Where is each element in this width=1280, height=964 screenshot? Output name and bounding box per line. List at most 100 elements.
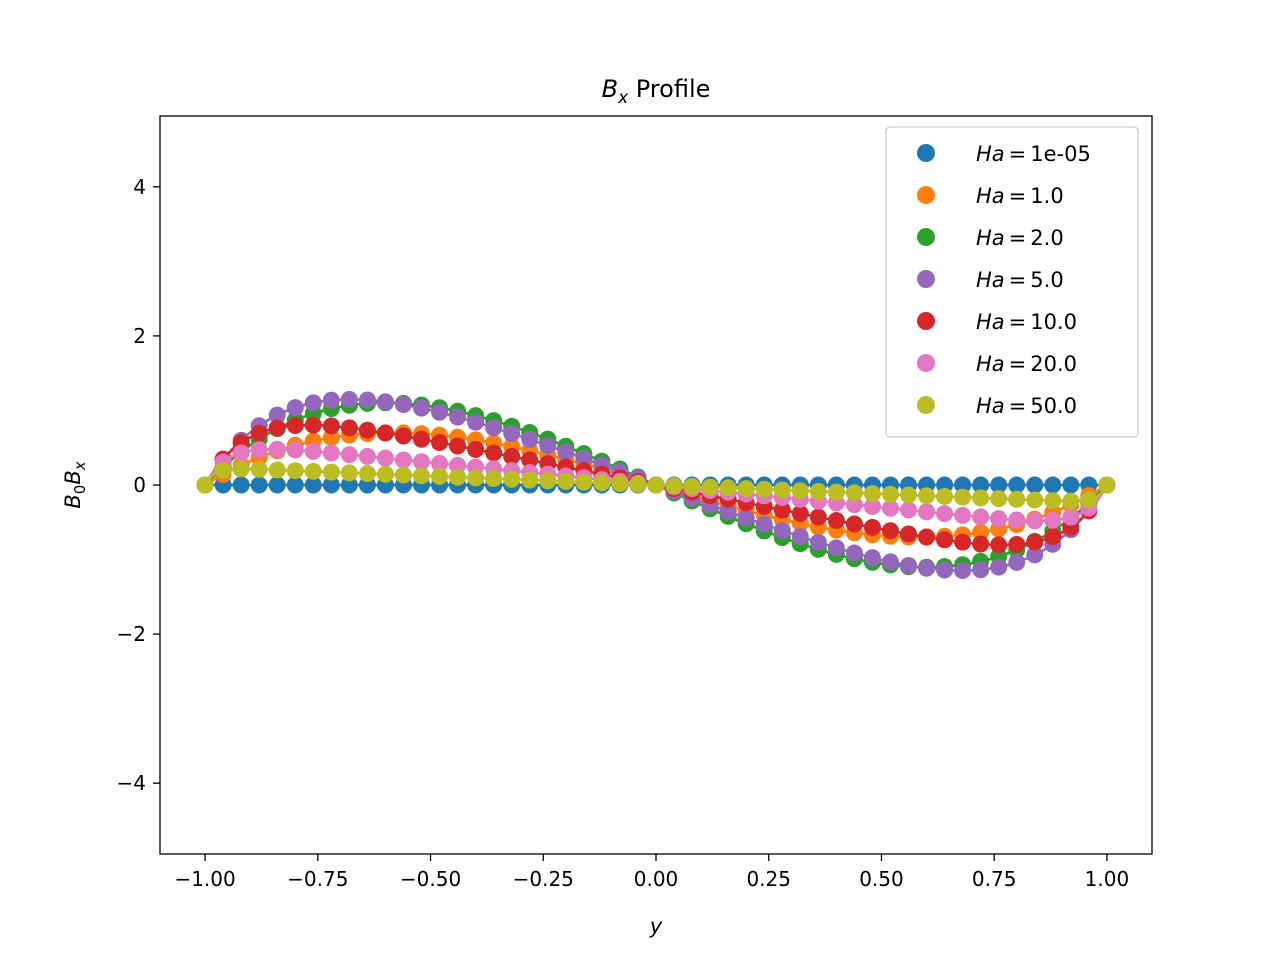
data-point	[900, 501, 918, 519]
data-point	[268, 461, 286, 479]
chart-title: Bx Profile	[602, 75, 711, 108]
legend: Ha = 1e-05 Ha = 1.0 Ha = 2.0 Ha = 5.0 Ha = 10.0 Ha = 20.0…	[885, 126, 1139, 438]
data-point	[809, 482, 827, 500]
data-point	[918, 503, 936, 521]
data-point	[611, 475, 629, 493]
data-point	[413, 453, 431, 471]
data-point	[232, 460, 250, 478]
data-point	[322, 391, 340, 409]
data-point	[358, 447, 376, 465]
data-point	[990, 510, 1008, 528]
x-tick-label: 0.50	[859, 867, 904, 891]
data-point	[990, 558, 1008, 576]
data-point	[972, 561, 990, 579]
data-point	[413, 467, 431, 485]
data-point	[250, 424, 268, 442]
data-point	[431, 467, 449, 485]
data-point	[863, 485, 881, 503]
legend-entry: Ha = 10.0	[917, 310, 1077, 334]
data-point	[358, 421, 376, 439]
y-axis-label: B0Bx	[61, 461, 89, 508]
data-point	[449, 468, 467, 486]
data-point	[1062, 476, 1080, 494]
data-point	[881, 522, 899, 540]
data-point	[1008, 490, 1026, 508]
data-point	[827, 483, 845, 501]
y-tick-label: −4	[117, 771, 146, 795]
data-point	[449, 456, 467, 474]
data-point	[719, 502, 737, 520]
x-tick-label: 1.00	[1085, 867, 1130, 891]
data-point	[1008, 511, 1026, 529]
data-point	[900, 486, 918, 504]
data-point	[286, 417, 304, 435]
data-point	[773, 522, 791, 539]
data-point	[972, 535, 990, 553]
data-point	[376, 449, 394, 467]
data-point	[809, 508, 827, 526]
data-point	[1008, 535, 1026, 553]
data-point	[340, 464, 358, 482]
series-50.0	[196, 460, 1116, 510]
data-point	[286, 462, 304, 480]
data-point	[936, 505, 954, 523]
legend-label: Ha = 50.0	[976, 394, 1077, 418]
data-point	[954, 476, 972, 494]
data-point	[467, 413, 485, 431]
data-point	[358, 465, 376, 483]
data-point	[268, 406, 286, 424]
legend-entry: Ha = 2.0	[917, 226, 1064, 250]
data-point	[232, 444, 250, 462]
x-tick-label: −1.00	[174, 867, 235, 891]
y-tick-label: 0	[133, 473, 146, 497]
data-point	[467, 440, 485, 458]
data-point	[449, 408, 467, 426]
data-point	[1008, 476, 1026, 494]
data-point	[539, 472, 557, 490]
data-point	[863, 518, 881, 536]
data-point	[485, 444, 503, 462]
data-point	[340, 390, 358, 408]
data-point	[268, 440, 286, 458]
data-point	[322, 417, 340, 435]
data-point	[322, 463, 340, 481]
legend-label: Ha = 1.0	[976, 184, 1064, 208]
data-point	[918, 487, 936, 505]
data-point	[1026, 491, 1044, 509]
data-point	[1026, 512, 1044, 530]
data-point	[286, 441, 304, 459]
data-point	[827, 512, 845, 530]
data-point	[557, 472, 575, 490]
data-point	[954, 562, 972, 580]
data-point	[1062, 508, 1080, 526]
data-point	[340, 476, 358, 494]
legend-marker	[917, 186, 935, 204]
data-point	[845, 544, 863, 562]
legend-label: Ha = 1e-05	[976, 142, 1091, 166]
data-point	[954, 488, 972, 506]
data-point	[719, 479, 737, 497]
data-point	[431, 403, 449, 421]
y-tick-label: 2	[133, 324, 146, 348]
data-point	[322, 444, 340, 462]
legend-label: Ha = 2.0	[976, 226, 1064, 250]
data-point	[1026, 533, 1044, 551]
data-point	[791, 528, 809, 546]
data-point	[304, 476, 322, 494]
data-point	[1008, 553, 1026, 571]
data-point	[683, 477, 701, 495]
data-point	[413, 430, 431, 448]
data-point	[485, 419, 503, 437]
data-point	[936, 531, 954, 549]
data-point	[431, 455, 449, 473]
data-point	[665, 477, 683, 495]
data-point	[340, 446, 358, 464]
data-point	[304, 462, 322, 480]
data-point	[1044, 528, 1062, 546]
data-point	[881, 553, 899, 571]
data-point	[467, 469, 485, 487]
data-point	[809, 533, 827, 551]
x-tick-label: −0.50	[400, 867, 461, 891]
data-point	[1044, 476, 1062, 494]
